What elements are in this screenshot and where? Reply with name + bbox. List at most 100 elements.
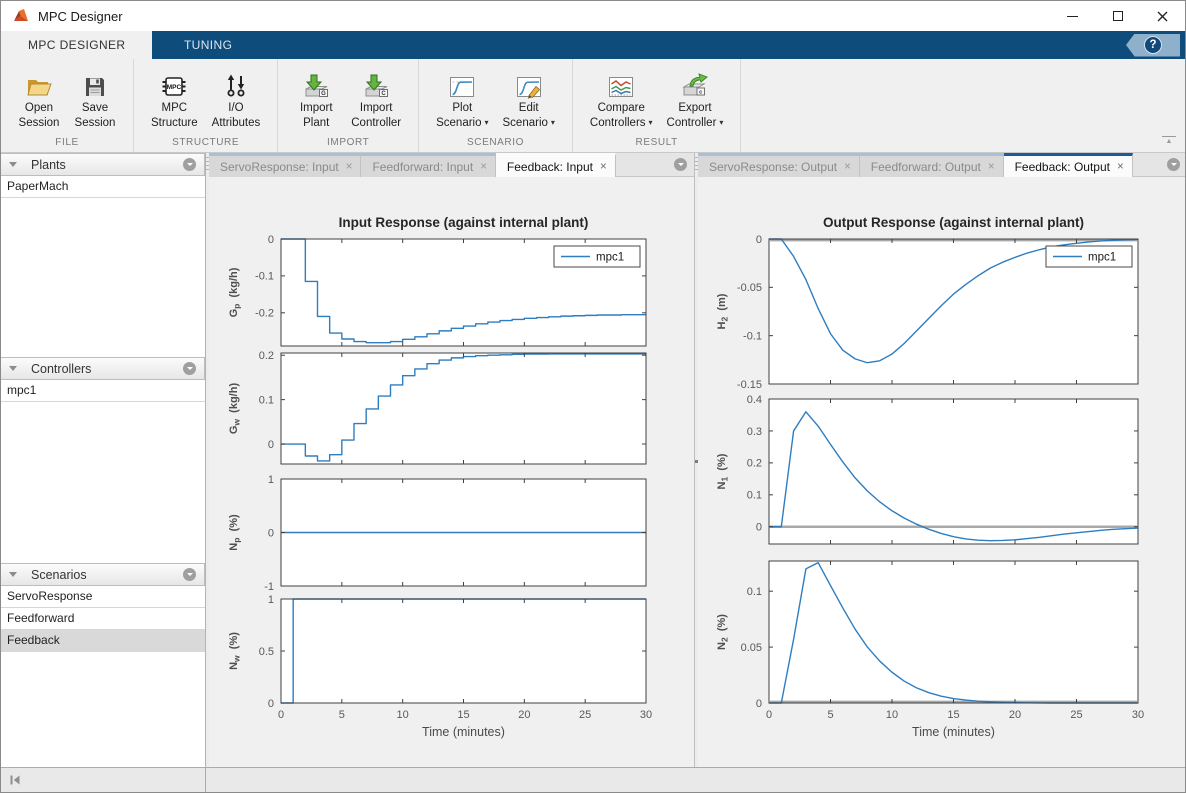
svg-text:10: 10 <box>397 709 409 721</box>
svg-text:10: 10 <box>886 709 898 721</box>
list-item-mpc1[interactable]: mpc1 <box>1 380 205 402</box>
section-menu-icon[interactable] <box>183 158 196 171</box>
group-label-file: FILE <box>55 137 79 148</box>
help-icon: ? <box>1144 36 1162 54</box>
ribbon-toolbar: Open Session Save <box>1 59 1185 153</box>
svg-text:25: 25 <box>579 709 591 721</box>
list-item-feedforward[interactable]: Feedforward <box>1 608 205 630</box>
section-menu-icon[interactable] <box>183 568 196 581</box>
splitter-grip-icon <box>206 157 211 173</box>
tab-mpc-designer[interactable]: MPC DESIGNER <box>1 31 153 59</box>
export-controller-button[interactable]: c Export Controller ▾ <box>660 62 731 134</box>
tab-feedback-input[interactable]: Feedback: Input × <box>495 153 616 177</box>
close-tab-icon[interactable]: × <box>480 160 487 173</box>
compare-controllers-button[interactable]: Compare Controllers ▾ <box>583 62 660 134</box>
svg-text:N1 (%): N1 (%) <box>716 453 730 489</box>
plot-scenario-button[interactable]: Plot Scenario ▾ <box>429 62 495 134</box>
input-response-pane: ServoResponse: Input × Feedforward: Inpu… <box>209 153 694 767</box>
close-tab-icon[interactable]: × <box>1116 160 1124 173</box>
collapse-triangle-icon <box>9 366 17 371</box>
section-title: Plants <box>31 157 66 172</box>
close-tab-icon[interactable]: × <box>844 160 851 173</box>
status-bar-right <box>206 768 1185 792</box>
svg-text:0.4: 0.4 <box>747 394 762 406</box>
open-session-button[interactable]: Open Session <box>11 62 67 134</box>
dropdown-arrow-icon: ▾ <box>484 118 489 128</box>
maximize-button[interactable] <box>1095 1 1140 31</box>
tab-servoresponse-input[interactable]: ServoResponse: Input × <box>209 153 362 177</box>
svg-text:Time (minutes): Time (minutes) <box>912 725 995 739</box>
import-plant-button[interactable]: G Import Plant <box>288 62 344 134</box>
mpc-block-icon: MPC <box>160 63 188 101</box>
tab-servoresponse-output[interactable]: ServoResponse: Output × <box>698 153 860 177</box>
list-item-servoresponse[interactable]: ServoResponse <box>1 586 205 608</box>
list-item-feedback[interactable]: Feedback <box>1 630 205 652</box>
svg-text:Gp (kg/h): Gp (kg/h) <box>228 267 242 317</box>
import-controller-button[interactable]: C Import Controller <box>344 62 408 134</box>
collapse-sidebar-icon[interactable] <box>9 774 21 786</box>
export-controller-icon: c <box>680 63 710 101</box>
svg-text:0.05: 0.05 <box>741 642 762 654</box>
close-icon <box>1157 11 1168 21</box>
close-tab-icon[interactable]: × <box>987 160 995 173</box>
tab-overflow-icon[interactable] <box>674 158 687 171</box>
output-pane-tabbar: ServoResponse: Output × Feedforward: Out… <box>698 153 1185 177</box>
controllers-section-header[interactable]: Controllers <box>1 357 205 380</box>
tab-feedback-output[interactable]: Feedback: Output × <box>1003 153 1133 177</box>
collapse-triangle-icon <box>9 162 17 167</box>
minimize-icon <box>1067 15 1078 17</box>
svg-text:0: 0 <box>268 234 274 246</box>
list-item-papermach[interactable]: PaperMach <box>1 176 205 198</box>
tab-feedforward-input[interactable]: Feedforward: Input × <box>361 153 496 177</box>
edit-scenario-button[interactable]: Edit Scenario ▾ <box>496 62 562 134</box>
minimize-button[interactable] <box>1050 1 1095 31</box>
help-button[interactable]: ? <box>1126 33 1180 57</box>
svg-text:Output Response (against inter: Output Response (against internal plant) <box>823 215 1084 230</box>
input-pane-tabbar: ServoResponse: Input × Feedforward: Inpu… <box>209 153 694 177</box>
close-tab-icon[interactable]: × <box>599 160 607 173</box>
tab-overflow-icon[interactable] <box>1167 158 1180 171</box>
scenarios-list: ServoResponse Feedforward Feedback <box>1 586 205 767</box>
svg-text:5: 5 <box>827 709 833 721</box>
svg-text:5: 5 <box>339 709 345 721</box>
save-session-button[interactable]: Save Session <box>67 62 123 134</box>
scenarios-section: Scenarios ServoResponse Feedforward Feed… <box>1 563 205 767</box>
svg-text:-0.1: -0.1 <box>743 331 762 343</box>
io-attributes-button[interactable]: I/O Attributes <box>205 62 268 134</box>
svg-text:MPC: MPC <box>167 84 182 91</box>
svg-text:0: 0 <box>278 709 284 721</box>
svg-text:20: 20 <box>1009 709 1021 721</box>
close-button[interactable] <box>1140 1 1185 31</box>
status-bar <box>1 767 1185 792</box>
svg-text:G: G <box>321 91 326 97</box>
svg-text:Input Response (against intern: Input Response (against internal plant) <box>339 215 589 230</box>
svg-text:1: 1 <box>268 474 274 486</box>
plants-section-header[interactable]: Plants <box>1 153 205 176</box>
dropdown-arrow-icon: ▾ <box>719 118 724 128</box>
svg-text:0.1: 0.1 <box>747 586 762 598</box>
section-menu-icon[interactable] <box>183 362 196 375</box>
output-response-figure: Output Response (against internal plant)… <box>698 177 1185 767</box>
tab-feedforward-output[interactable]: Feedforward: Output × <box>859 153 1004 177</box>
svg-text:0: 0 <box>756 234 762 246</box>
group-label-import: IMPORT <box>327 137 370 148</box>
collapse-triangle-icon <box>9 572 17 577</box>
svg-text:15: 15 <box>947 709 959 721</box>
ribbon-tab-strip: MPC DESIGNER TUNING ? <box>1 31 1185 59</box>
scenarios-section-header[interactable]: Scenarios <box>1 563 205 586</box>
svg-text:0.2: 0.2 <box>259 350 274 362</box>
sidebar-splitter[interactable] <box>206 153 211 767</box>
tab-tuning[interactable]: TUNING <box>183 38 233 52</box>
pane-splitter[interactable] <box>694 153 700 767</box>
close-tab-icon[interactable]: × <box>345 160 353 173</box>
svg-text:c: c <box>699 90 703 96</box>
svg-text:30: 30 <box>640 709 652 721</box>
ribbon-group-import: G Import Plant C <box>278 59 420 152</box>
io-attributes-icon <box>224 63 248 101</box>
svg-text:N2 (%): N2 (%) <box>716 614 730 650</box>
svg-text:Np (%): Np (%) <box>228 514 242 551</box>
svg-text:20: 20 <box>518 709 530 721</box>
collapse-ribbon-button[interactable]: ▲ <box>1162 136 1176 147</box>
mpc-structure-button[interactable]: MPC MPC Structure <box>144 62 205 134</box>
